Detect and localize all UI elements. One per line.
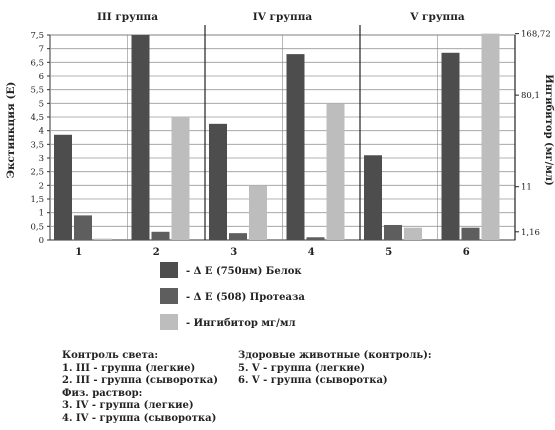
y-tick-label: 3 [39,154,44,164]
bar [404,227,422,240]
y-axis-label: Экстинкция (Е) [5,82,17,179]
note-line: Контроль света: [62,350,159,361]
bar [151,231,170,240]
legend-label: - Δ E (508) Протеаза [186,292,305,303]
bar [481,33,500,241]
legend-swatch [160,262,178,278]
note-line: 3. IV - группа (легкие) [62,400,194,411]
y-tick-label: 0 [39,236,44,246]
right-tick-label: 168,72 [521,30,551,40]
bar [326,103,345,240]
notes-column-2: Здоровые животные (контроль): 5. V - гру… [238,350,432,388]
bar [229,233,247,240]
bar [54,134,72,240]
y-tick-label: 2,5 [30,168,44,178]
group-label: IV группа [253,11,313,23]
note-line: 4. IV - группа (сыворотка) [62,412,217,424]
y-tick-label: 6 [39,72,44,82]
y-tick-label: 3,5 [30,140,44,150]
right-tick-label: 1,16 [521,228,540,238]
legend-label: - Ингибитор мг/мл [186,318,296,329]
y-tick-label: 4 [39,127,44,137]
legend-swatch [160,288,178,304]
x-tick-label: 3 [230,247,237,258]
legend-label: - Δ E (750нм) Белок [186,266,302,277]
x-tick-label: 4 [308,247,315,258]
group-label: III группа [97,11,158,23]
y-tick-label: 7 [39,45,44,55]
y-tick-label: 5 [39,99,44,109]
legend-swatch [160,314,178,330]
note-line: Физ. раствор: [62,387,143,399]
bar [461,227,480,240]
y-tick-label: 5,5 [30,86,44,96]
note-line: 6. V - группа (сыворотка) [238,375,388,386]
notes-column-1: Контроль света: 1. III - группа (легкие)… [62,350,218,425]
right-tick-label: 80,1 [521,91,540,101]
x-tick-label: 2 [153,247,160,258]
note-line: 2. III - группа (сыворотка) [62,375,218,386]
y-tick-label: 1,5 [30,195,44,205]
x-tick-label: 6 [463,247,470,258]
bar [249,185,267,240]
x-tick-label: 5 [385,247,392,258]
bar [131,35,150,240]
bar [441,52,460,241]
bar [171,117,190,240]
bar [364,155,382,240]
y-axis-right-label: Ингибитор (мг/мл) [543,74,554,185]
note-line: 5. V - группа (легкие) [238,362,365,374]
right-tick-label: 11 [521,183,532,193]
bar [306,237,325,240]
x-tick-label: 1 [75,247,82,258]
bar [286,54,305,241]
bar [209,123,227,240]
note-line: 1. III - группа (легкие) [62,362,196,374]
y-tick-label: 7,5 [30,31,44,41]
group-label: V группа [409,11,465,23]
y-tick-label: 1 [39,209,44,219]
bar [384,224,402,240]
bar [94,238,112,240]
note-line: Здоровые животные (контроль): [238,350,432,361]
bar [74,215,92,240]
y-tick-label: 4,5 [30,113,44,123]
y-tick-label: 0,5 [30,222,44,232]
y-tick-label: 2 [39,181,44,191]
y-tick-label: 6,5 [30,58,44,68]
